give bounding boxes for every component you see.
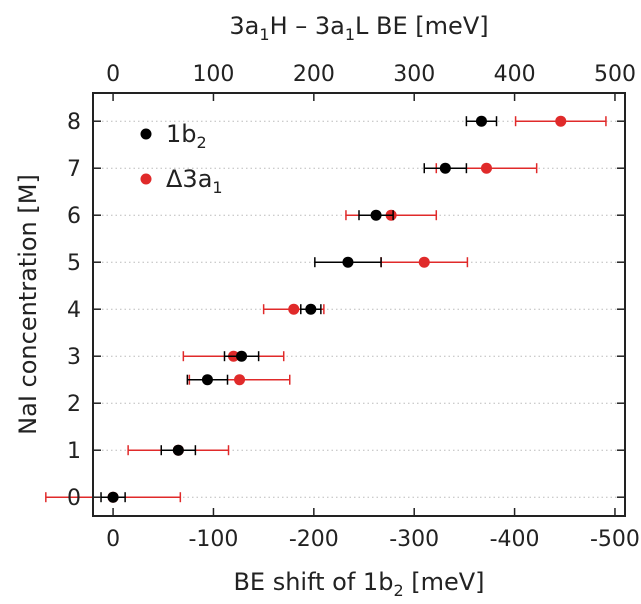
data-point [370,209,382,221]
y-tick-label: 1 [67,439,81,464]
y-axis-title: NaI concentration [M] [14,174,42,435]
y-tick-label: 7 [67,157,81,182]
x-top-tick-label: 300 [393,62,435,87]
data-series [45,115,607,503]
x-top-tick-label: 200 [293,62,335,87]
y-tick-label: 8 [67,110,81,135]
data-point [480,162,492,174]
data-point [475,115,487,127]
data-point [418,256,430,268]
x-top-tick-label: 400 [494,62,536,87]
legend-label: Δ3a1 [166,165,223,197]
data-point [288,303,300,315]
x-top-tick-label: 500 [594,62,636,87]
x-bottom-tick-label: -200 [289,527,339,552]
data-point [107,491,119,503]
y-tick-label: 3 [67,345,81,370]
data-point [555,115,567,127]
data-point [342,256,354,268]
x-top-tick-label: 0 [106,62,120,87]
plot-frame [92,92,626,517]
y-tick-label: 0 [67,486,81,511]
legend-label: 1b2 [166,120,207,152]
x-bottom-axis-title: BE shift of 1b2 [meV] [233,568,484,600]
data-point [172,444,184,456]
data-point [234,374,246,386]
legend: 1b2 Δ3a1 [140,120,223,197]
x-top-axis-title: 3a1H – 3a1L BE [meV] [229,12,488,44]
x-bottom-tick-label: -100 [188,527,238,552]
x-bottom-tick-label: -500 [590,527,640,552]
y-tick-label: 2 [67,392,81,417]
y-tick-label: 5 [67,251,81,276]
axis-ticks: 0 -100 -200 -300 -400 -500 0 100 200 300 400 500 0 1 2… [67,62,640,552]
x-bottom-tick-label: 0 [106,527,120,552]
data-point [439,162,451,174]
series-1b2 [100,115,498,503]
y-tick-label: 6 [67,204,81,229]
x-bottom-tick-label: -400 [490,527,540,552]
legend-marker [140,128,152,140]
y-tick-label: 4 [67,298,81,323]
data-point [201,374,213,386]
data-point [236,350,248,362]
x-top-tick-label: 100 [192,62,234,87]
legend-marker [140,173,152,185]
data-point [305,303,317,315]
x-bottom-tick-label: -300 [389,527,439,552]
axis-labels: BE shift of 1b2 [meV] 3a1H – 3a1L BE [meV… [14,12,489,600]
